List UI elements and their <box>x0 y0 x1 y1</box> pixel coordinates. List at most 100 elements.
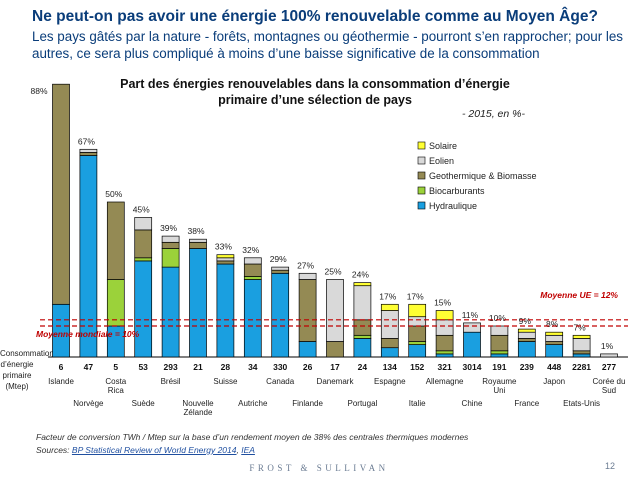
bar-total-label: 67% <box>78 136 95 146</box>
bar-total-label: 32% <box>242 245 259 255</box>
bar-total-label: 27% <box>297 260 314 270</box>
bar-total-label: 45% <box>133 205 150 215</box>
bar-total-label: 38% <box>187 226 204 236</box>
country-label: Portugal <box>348 399 378 408</box>
bar-segment <box>435 350 454 355</box>
bar-segment <box>216 263 235 358</box>
bar-segment <box>380 303 399 311</box>
bar-segment <box>435 310 454 321</box>
country-label: France <box>514 399 539 408</box>
country-label: Nouvelle <box>182 399 214 408</box>
bar-segment <box>243 257 262 265</box>
bar-segment <box>545 331 564 336</box>
consumption-value: 293 <box>164 362 178 372</box>
consumption-value: 53 <box>138 362 148 372</box>
bar-segment <box>435 334 454 352</box>
chart-subtitle: - 2015, en %- <box>461 108 525 120</box>
source-link-bp[interactable]: BP Statistical Review of World Energy 20… <box>71 445 237 455</box>
country-label: Espagne <box>374 377 406 386</box>
bar-segment <box>106 201 125 280</box>
chart-title: Part des énergies renouvelables dans la … <box>120 77 510 107</box>
bar-segment <box>600 353 618 358</box>
bar-segment <box>517 331 536 339</box>
country-label: Chine <box>462 399 483 408</box>
country-label: Royaume <box>482 377 517 386</box>
bar-total-label: 25% <box>324 267 341 277</box>
consumption-value: 330 <box>273 362 287 372</box>
consumption-value: 6 <box>59 362 64 372</box>
bar-segment <box>490 334 509 352</box>
legend-label: Geothermique & Biomasse <box>429 171 537 181</box>
country-label: Uni <box>493 386 505 395</box>
bar-segment <box>408 316 427 327</box>
bar-total-label: 50% <box>105 189 122 199</box>
bar-segment <box>189 248 207 358</box>
bar-segment <box>243 279 262 358</box>
legend-label: Biocarburants <box>429 186 485 196</box>
bar-segment <box>517 341 536 358</box>
bar-segment <box>243 276 262 280</box>
bar-segment <box>517 328 536 333</box>
bar-segment <box>271 269 290 274</box>
bar-segment <box>161 266 180 358</box>
source-separator: , <box>236 445 242 455</box>
bar-segment <box>161 235 180 243</box>
legend-label: Solaire <box>429 141 457 151</box>
consumption-value: 47 <box>84 362 94 372</box>
legend-swatch <box>417 186 426 195</box>
brand-logo: FROST & SULLIVAN <box>249 463 389 473</box>
country-label: Corée du <box>593 377 626 386</box>
bar-segment <box>216 254 235 259</box>
consumption-value: 26 <box>303 362 313 372</box>
eu-average-label: Moyenne UE = 12% <box>540 290 618 300</box>
bar-segment <box>463 322 481 333</box>
consumption-value: 277 <box>602 362 616 372</box>
country-label: Norvège <box>73 399 104 408</box>
consumption-value: 21 <box>193 362 203 372</box>
bar-segment <box>572 350 591 355</box>
page-title: Ne peut-on pas avoir une énergie 100% re… <box>32 8 598 25</box>
page-number: 12 <box>605 461 616 471</box>
consumption-value: 239 <box>520 362 534 372</box>
bar-segment <box>271 272 290 358</box>
country-label: Suisse <box>213 377 238 386</box>
bar-segment <box>52 83 70 305</box>
bar-total-label: 33% <box>215 242 232 252</box>
bar-segment <box>572 353 591 358</box>
country-label: Brésil <box>161 377 181 386</box>
bar-segment <box>271 266 290 271</box>
country-label: Finlande <box>292 399 323 408</box>
bar-segment <box>353 282 372 287</box>
bar-total-label: 7% <box>573 322 586 332</box>
bar-segment <box>490 353 509 358</box>
bar-segment <box>353 334 372 339</box>
country-label: Etats-Unis <box>563 399 600 408</box>
consumption-value: 321 <box>438 362 452 372</box>
bar-segment <box>572 338 591 352</box>
country-label: Italie <box>409 399 426 408</box>
bar-segment <box>106 279 125 327</box>
country-label: Islande <box>48 377 74 386</box>
country-label: Rica <box>108 386 125 395</box>
bar-segment <box>189 238 207 243</box>
bar-total-label: 88% <box>30 86 47 96</box>
consumption-value: 152 <box>410 362 424 372</box>
bar-segment <box>243 263 262 277</box>
bar-segment <box>490 325 509 336</box>
page-subtitle: Les pays gâtés par la nature - forêts, m… <box>32 29 624 61</box>
legend-swatch <box>417 201 426 210</box>
country-label: Sud <box>602 386 616 395</box>
bar-segment <box>216 257 235 262</box>
bar-total-label: 24% <box>352 270 369 280</box>
source-link-iea[interactable]: IEA <box>241 445 255 455</box>
bar-segment <box>380 310 399 339</box>
bar-segment <box>298 341 317 358</box>
bar-segment <box>134 257 153 262</box>
country-label: Danemark <box>317 377 355 386</box>
footnote: Facteur de conversion TWh / Mtep sur la … <box>36 432 469 442</box>
bar-total-label: 9% <box>519 316 532 326</box>
legend-label: Eolien <box>429 156 454 166</box>
bar-total-label: 10% <box>489 313 506 323</box>
bar-segment <box>463 331 481 358</box>
